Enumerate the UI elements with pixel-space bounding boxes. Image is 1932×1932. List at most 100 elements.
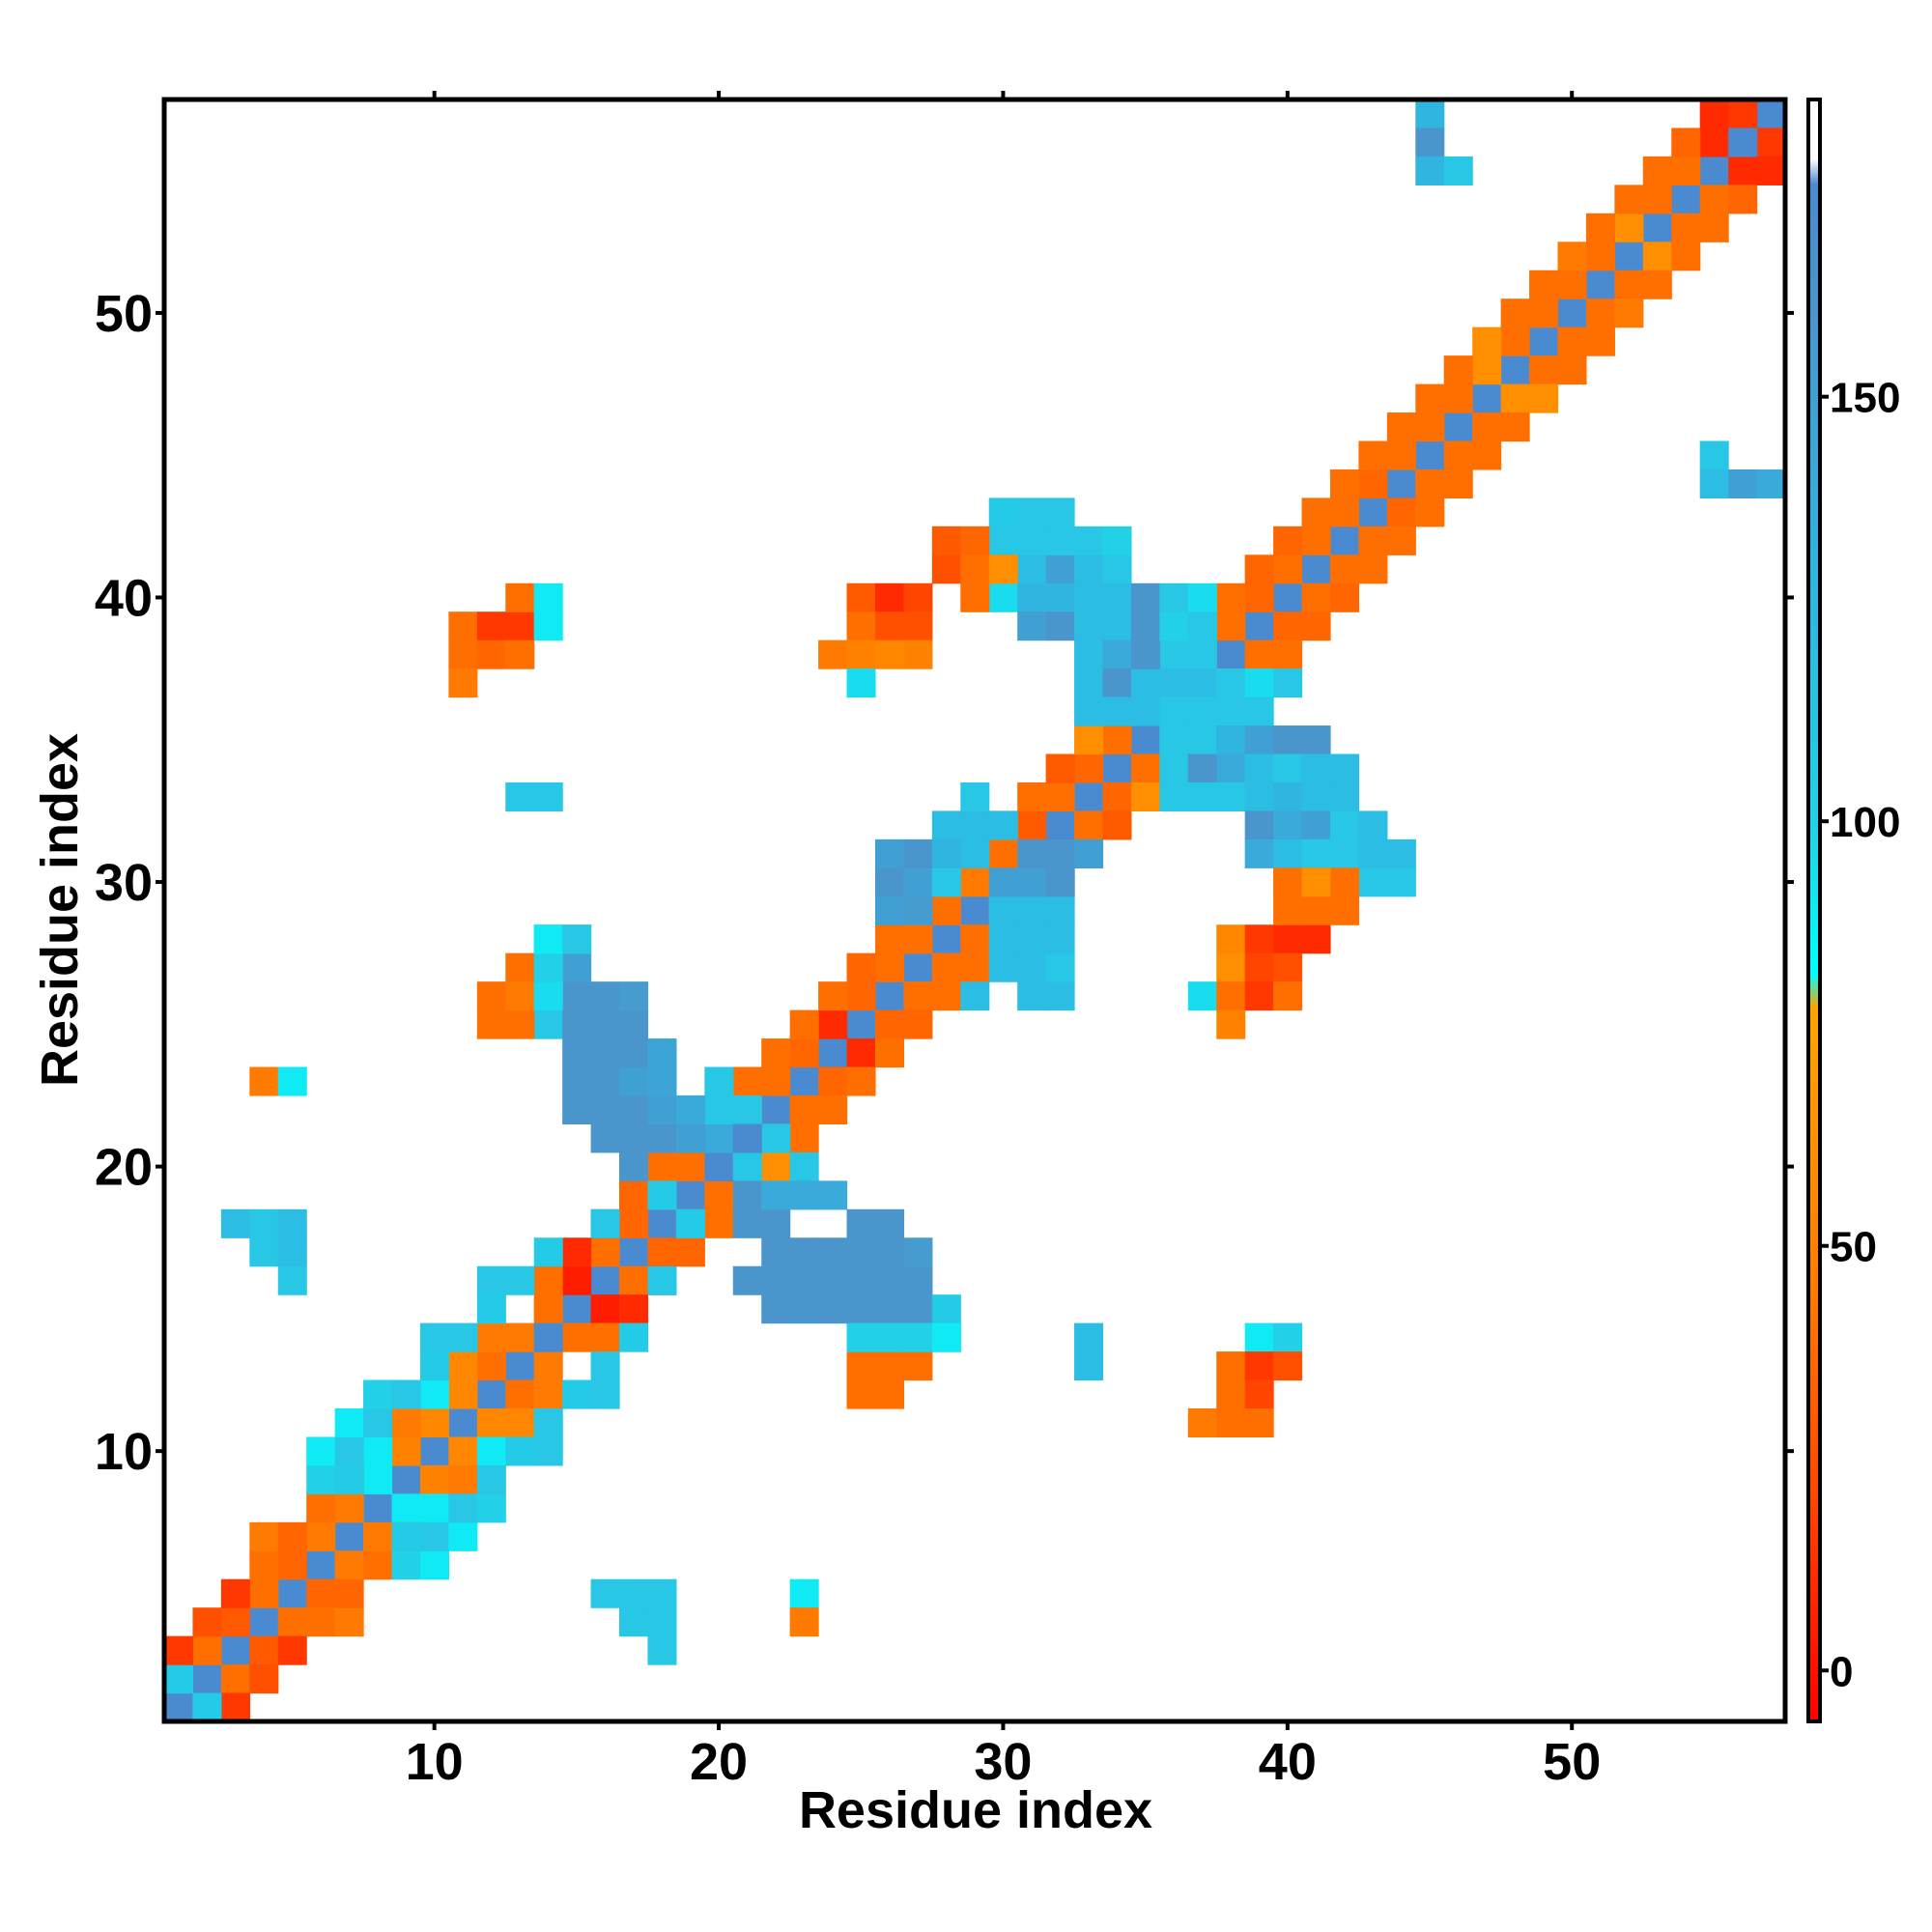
heatmap-cell <box>562 1294 592 1324</box>
heatmap-cell <box>1500 327 1530 356</box>
heatmap-cell <box>391 1407 421 1438</box>
heatmap-cell <box>249 1208 279 1238</box>
heatmap-cell <box>1728 185 1758 214</box>
heatmap-cell <box>818 1180 848 1210</box>
heatmap-cell <box>590 1123 620 1153</box>
heatmap-cell <box>1329 781 1360 812</box>
heatmap-cell <box>1358 526 1388 555</box>
heatmap-cell <box>1301 582 1331 612</box>
heatmap-cell <box>1585 213 1615 242</box>
heatmap-cell <box>903 1294 933 1324</box>
heatmap-cell <box>277 1265 307 1295</box>
heatmap-cell <box>1386 469 1416 498</box>
y-tick-label: 20 <box>95 1139 153 1197</box>
heatmap-cell <box>562 1322 592 1352</box>
heatmap-cell <box>874 1351 905 1381</box>
heatmap-cell <box>1728 128 1758 157</box>
heatmap-cell <box>1017 781 1047 812</box>
heatmap-cell <box>761 1038 791 1068</box>
heatmap-cell <box>647 1066 677 1096</box>
heatmap-cell <box>1244 753 1274 783</box>
heatmap-cell <box>1500 412 1530 442</box>
heatmap-cell <box>562 1379 592 1409</box>
heatmap-cell <box>1699 156 1729 185</box>
heatmap-cell <box>1045 952 1075 982</box>
x-tick-label: 10 <box>406 1733 464 1791</box>
heatmap-cell <box>590 1322 620 1352</box>
heatmap-cell <box>419 1379 449 1409</box>
heatmap-cell <box>419 1493 449 1523</box>
heatmap-cell <box>1386 412 1416 442</box>
heatmap-cell <box>619 1151 649 1181</box>
heatmap-cell <box>874 1237 905 1267</box>
x-axis-label: Residue index <box>799 1781 1152 1839</box>
x-tick-label: 30 <box>974 1733 1032 1791</box>
heatmap-cell <box>1301 497 1331 527</box>
heatmap-cell <box>1244 1322 1274 1352</box>
heatmap-cell <box>1699 440 1729 470</box>
heatmap-cell <box>1159 781 1189 812</box>
heatmap-cell <box>1130 696 1160 726</box>
heatmap-cell <box>931 526 961 555</box>
heatmap-cell <box>562 924 592 954</box>
heatmap-cell <box>1216 611 1246 641</box>
heatmap-cell <box>789 1265 819 1295</box>
heatmap-cell <box>1386 440 1416 470</box>
heatmap-cell <box>448 668 478 698</box>
heatmap-cell <box>1017 582 1047 612</box>
heatmap-cell <box>1329 867 1360 897</box>
heatmap-cell <box>960 838 990 868</box>
heatmap-cell <box>988 867 1018 897</box>
heatmap-cell <box>931 554 961 584</box>
heatmap-cell <box>505 1322 535 1352</box>
heatmap-cell <box>1273 753 1303 783</box>
heatmap-cell <box>1216 639 1246 669</box>
heatmap-cell <box>761 1237 791 1267</box>
heatmap-cell <box>874 1038 905 1068</box>
heatmap-cell <box>1045 582 1075 612</box>
heatmap-cell <box>1301 867 1331 897</box>
heatmap-cell <box>960 582 990 612</box>
heatmap-cell <box>1273 838 1303 868</box>
heatmap-cell <box>277 1578 307 1608</box>
heatmap-cell <box>732 1123 762 1153</box>
heatmap-cell <box>1187 696 1217 726</box>
heatmap-cell <box>1273 725 1303 755</box>
heatmap-cell <box>1244 810 1274 840</box>
heatmap-cell <box>476 611 506 641</box>
heatmap-cell <box>931 952 961 982</box>
heatmap-cell <box>1472 327 1502 356</box>
heatmap-cell <box>562 981 592 1011</box>
heatmap-cell <box>874 895 905 925</box>
heatmap-cell <box>732 1094 762 1125</box>
heatmap-cell <box>818 1237 848 1267</box>
heatmap-cell <box>1273 668 1303 698</box>
heatmap-cell <box>931 867 961 897</box>
heatmap-cell <box>960 526 990 555</box>
heatmap-cell <box>960 924 990 954</box>
heatmap-cell <box>903 895 933 925</box>
heatmap-cell <box>1415 156 1445 185</box>
heatmap-cell <box>277 1635 307 1665</box>
heatmap-cell <box>789 1123 819 1153</box>
heatmap-cell <box>306 1493 336 1523</box>
heatmap-cells <box>164 99 1786 1722</box>
heatmap-cell <box>391 1550 421 1580</box>
heatmap-cell <box>277 1521 307 1551</box>
heatmap-cell <box>960 952 990 982</box>
heatmap-cell <box>960 867 990 897</box>
heatmap-cell <box>363 1407 393 1438</box>
heatmap-cell <box>1187 725 1217 755</box>
heatmap-cell <box>1728 99 1758 129</box>
heatmap-cell <box>1074 781 1104 812</box>
heatmap-cell <box>732 1265 762 1295</box>
heatmap-cell <box>1529 270 1559 299</box>
heatmap-cell <box>1756 99 1786 129</box>
heatmap-cell <box>619 1322 649 1352</box>
heatmap-cell <box>164 1664 194 1694</box>
heatmap-cell <box>363 1521 393 1551</box>
y-tick-label: 30 <box>95 854 153 912</box>
heatmap-cell <box>1614 242 1644 271</box>
heatmap-cell <box>448 1493 478 1523</box>
heatmap-cell <box>1329 582 1360 612</box>
